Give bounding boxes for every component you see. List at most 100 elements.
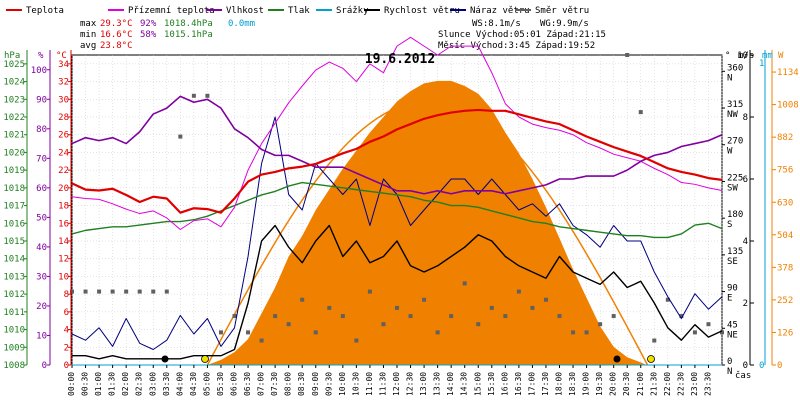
wind-tick-label: 0 [743, 361, 748, 371]
wind-tick-label: 2 [743, 299, 748, 309]
axis-tick-label: 1021 [3, 131, 25, 141]
x-tick-label: 14:00 [446, 372, 455, 396]
direction-tick-label: 270 [727, 137, 743, 147]
wind-direction-point [164, 289, 169, 294]
series-line-vlhkost [71, 95, 723, 195]
axis-unit-label: ° [725, 51, 730, 61]
wind-direction-point [367, 289, 372, 294]
direction-tick-label: 0 [727, 357, 732, 367]
direction-compass-label: W [727, 147, 733, 157]
axis-unit-label: °C [56, 51, 67, 61]
x-tick-label: 06:00 [230, 372, 239, 396]
axis-tick-label: 1024 [3, 78, 25, 88]
axis-tick-label: 1018 [3, 184, 25, 194]
x-tick-label: 00:00 [67, 372, 76, 396]
axis-tick-label: 1015 [3, 237, 25, 247]
x-tick-label: 10:00 [338, 372, 347, 396]
wind-direction-point [692, 330, 697, 335]
x-tick-label: 06:30 [243, 372, 252, 396]
direction-compass-label: S [727, 220, 732, 230]
axis-tick-label: 1025 [3, 60, 25, 70]
x-axis: 00:00 00:30 01:00 01:30 02:00 02:30 03:00 03:30… [67, 365, 712, 396]
wind-direction-point [598, 322, 603, 327]
wind-direction-point [611, 314, 616, 319]
axis-unit-headers: hPa% °C ° m/s mm W [4, 51, 784, 61]
axis-unit-label: mm [762, 51, 773, 61]
axis-tick-label: 50 [36, 213, 47, 223]
x-axis-label: čas [735, 370, 751, 381]
x-tick-label: 16:00 [500, 372, 509, 396]
legend-label: Přízemní teplota [128, 6, 215, 16]
legend-label: Náraz větru [470, 6, 530, 16]
axis-tick-label: 34 [58, 60, 69, 70]
x-tick-label: 07:00 [257, 372, 266, 396]
wind-direction-point [70, 289, 74, 294]
left-axes: 1008100910101011101210131014101510161017… [3, 50, 72, 371]
x-tick-label: 18:30 [568, 372, 577, 396]
axis-tick-label: 22 [58, 166, 69, 176]
x-tick-label: 01:00 [94, 372, 103, 396]
axis-tick-label: 1016 [3, 219, 25, 229]
axis-tick-label: 1013 [3, 272, 25, 282]
direction-compass-label: SW [727, 183, 738, 193]
wind-direction-point [571, 330, 576, 335]
wind-direction-point [313, 330, 318, 335]
x-tick-label: 19:00 [582, 372, 591, 396]
wind-direction-point [489, 305, 494, 310]
wind-direction-point [218, 330, 223, 335]
x-tick-label: 05:00 [202, 372, 211, 396]
stat-avg-temp: 23.8°C [100, 41, 133, 51]
stat-wind-speed: WS:8.1m/s [472, 19, 521, 29]
axis-tick-label: 100 [31, 66, 47, 76]
direction-tick-label: 90 [727, 284, 738, 294]
wind-direction-point [178, 134, 183, 139]
x-tick-label: 14:30 [460, 372, 469, 396]
axis-tick-label: 1022 [3, 113, 25, 123]
stat-min-press: 1015.1hPa [164, 30, 213, 40]
axis-tick-label: 1017 [3, 202, 25, 212]
stat-sun: Slunce Východ:05:01 Západ:21:15 [438, 30, 606, 40]
axis-tick-label: 90 [36, 95, 47, 105]
moonrise-marker [161, 355, 169, 363]
solar-tick-label: 882 [777, 133, 793, 143]
moonset-marker [613, 355, 621, 363]
axis-tick-label: 0 [42, 361, 47, 371]
direction-compass-label: NE [727, 330, 738, 340]
axis-tick-label: 8 [64, 290, 69, 300]
axis-tick-label: 1008 [3, 361, 25, 371]
stats-block: max 29.3°C 92% 1018.4hPa 0.0mm min 16.6°… [80, 19, 606, 51]
right-axes: 0N45NE90E135SE180S225SW270W315NW360N0246… [722, 50, 799, 377]
x-tick-label: 18:00 [555, 372, 564, 396]
x-tick-label: 02:30 [135, 372, 144, 396]
axis-tick-label: 40 [36, 243, 47, 253]
direction-tick-label: 315 [727, 100, 743, 110]
x-tick-label: 11:00 [365, 372, 374, 396]
stat-min-label: min [80, 30, 96, 40]
x-tick-label: 02:00 [121, 372, 130, 396]
x-tick-label: 13:00 [419, 372, 428, 396]
direction-tick-label: 45 [727, 320, 738, 330]
series-line-tlak [71, 181, 723, 239]
stat-max-label: max [80, 19, 97, 29]
axis-tick-label: 1023 [3, 95, 25, 105]
wind-direction-point [679, 314, 684, 319]
axis-tick-label: 30 [36, 272, 47, 282]
wind-direction-point [259, 338, 264, 343]
axis-unit-label: m/s [738, 51, 754, 61]
solar-tick-label: 630 [777, 198, 793, 208]
direction-compass-label: SE [727, 257, 738, 267]
stat-wind-gust: WG:9.9m/s [540, 19, 589, 29]
axis-tick-label: 14 [58, 237, 69, 247]
x-tick-label: 17:30 [541, 372, 550, 396]
wind-direction-point [476, 322, 481, 327]
axis-tick-label: 32 [58, 78, 69, 88]
series-line-teplota [71, 108, 723, 214]
x-tick-label: 04:00 [175, 372, 184, 396]
x-tick-label: 23:00 [690, 372, 699, 396]
wind-direction-point [340, 314, 345, 319]
solar-tick-label: 378 [777, 263, 793, 273]
x-tick-label: 03:30 [162, 372, 171, 396]
wind-direction-point [435, 330, 440, 335]
stat-min-temp: 16.6°C [100, 30, 133, 40]
